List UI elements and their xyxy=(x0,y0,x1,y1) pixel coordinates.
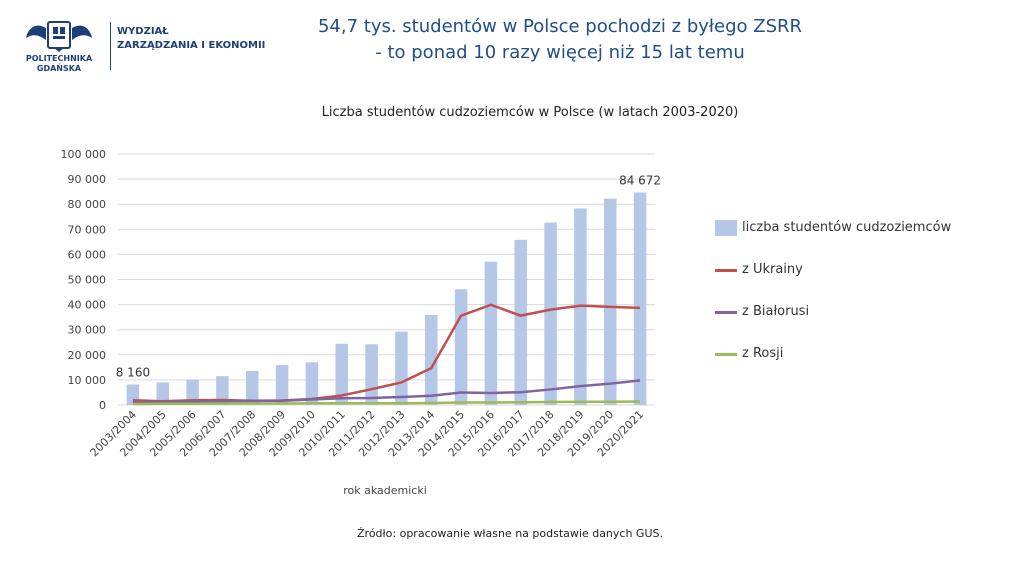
bar xyxy=(156,382,170,405)
data-label: 84 672 xyxy=(619,173,661,187)
y-tick-label: 0 xyxy=(99,399,106,412)
header-divider xyxy=(110,22,111,70)
y-tick-label: 100 000 xyxy=(61,148,107,161)
y-tick-label: 10 000 xyxy=(68,374,107,387)
line-series xyxy=(132,303,641,406)
legend-item: z Białorusi xyxy=(715,302,1015,322)
bar xyxy=(514,239,528,405)
legend-item: liczba studentów cudzoziemców xyxy=(715,218,1015,238)
y-tick-label: 50 000 xyxy=(68,274,107,287)
department-name: WYDZIAŁ ZARZĄDZANIA I EKONOMII xyxy=(117,25,265,53)
y-tick-label: 20 000 xyxy=(68,349,107,362)
data-labels: 8 160 84 672 xyxy=(116,173,661,379)
grid-lines xyxy=(118,153,655,406)
bar xyxy=(365,344,378,405)
bar xyxy=(633,192,647,405)
y-tick-label: 70 000 xyxy=(68,223,107,236)
bar xyxy=(275,365,289,405)
series-line xyxy=(132,400,641,406)
x-axis-ticks: 2003/20042004/20052005/20062006/20072007… xyxy=(88,408,647,459)
bar xyxy=(245,370,259,405)
legend-label: z Rosji xyxy=(742,346,784,361)
headline-line2: - to ponad 10 razy więcej niż 15 lat tem… xyxy=(375,42,745,63)
bar xyxy=(186,379,199,405)
bar xyxy=(454,289,468,405)
logo-line2: GDAŃSKA xyxy=(36,64,82,73)
y-tick-label: 80 000 xyxy=(68,198,107,211)
page-headline: 54,7 tys. studentów w Polsce pochodzi z … xyxy=(300,14,820,66)
bar xyxy=(216,376,229,405)
bar xyxy=(603,198,617,405)
crest-icon xyxy=(26,21,92,52)
bar xyxy=(335,343,349,405)
logo-line1: POLITECHNIKA xyxy=(25,54,93,63)
y-tick-label: 30 000 xyxy=(68,324,107,337)
series-line xyxy=(132,303,641,403)
bar xyxy=(484,261,498,405)
legend-swatch xyxy=(715,353,737,356)
legend-item: z Rosji xyxy=(715,344,1015,364)
bar xyxy=(395,331,408,405)
dept-line2: ZARZĄDZANIA I EKONOMII xyxy=(117,40,266,51)
bar xyxy=(305,362,319,405)
source-note: Źródło: opracowanie własne na podstawie … xyxy=(357,527,663,540)
bar xyxy=(544,222,557,405)
dept-line1: WYDZIAŁ xyxy=(117,26,169,37)
headline-line1: 54,7 tys. studentów w Polsce pochodzi z … xyxy=(317,16,803,37)
legend-swatch xyxy=(715,311,737,314)
y-tick-label: 40 000 xyxy=(68,299,107,312)
legend-item: z Ukrainy xyxy=(715,260,1015,280)
series-line xyxy=(132,379,641,404)
chart-title: Liczba studentów cudzoziemców w Polsce (… xyxy=(321,105,739,120)
legend-label: z Białorusi xyxy=(742,304,810,319)
y-tick-label: 90 000 xyxy=(68,173,107,186)
legend-swatch xyxy=(715,269,737,272)
legend-label: liczba studentów cudzoziemców xyxy=(742,220,952,235)
university-logo: POLITECHNIKA GDAŃSKA xyxy=(14,18,104,78)
data-label: 8 160 xyxy=(116,366,150,380)
bar xyxy=(424,314,438,405)
x-axis-label: rok akademicki xyxy=(343,484,427,497)
logo-text: POLITECHNIKA GDAŃSKA xyxy=(14,54,104,74)
y-tick-label: 60 000 xyxy=(68,248,107,261)
y-axis-ticks: 0 10 000 20 000 30 000 40 000 50 000 60 000 70 … xyxy=(61,148,107,412)
legend-swatch xyxy=(715,220,737,236)
bar-series xyxy=(126,192,647,405)
legend-label: z Ukrainy xyxy=(742,262,803,277)
